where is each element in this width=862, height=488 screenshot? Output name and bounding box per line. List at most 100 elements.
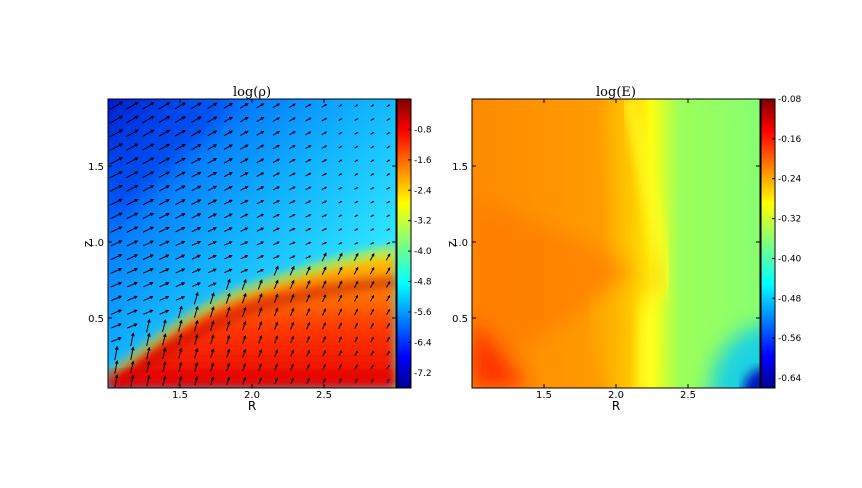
velocity-arrow-head (165, 240, 170, 244)
velocity-arrow-head (356, 187, 359, 189)
velocity-arrow-head (276, 172, 281, 176)
velocity-arrow-head (387, 350, 390, 354)
velocity-arrow (242, 363, 246, 371)
velocity-arrow-head (197, 144, 202, 148)
velocity-arrow-head (181, 144, 186, 148)
velocity-arrow-head (356, 201, 359, 203)
velocity-arrow-head (388, 173, 391, 176)
velocity-arrow-head (166, 143, 171, 148)
velocity-arrow (159, 268, 169, 274)
velocity-arrow-head (308, 214, 312, 217)
velocity-arrow-head (340, 187, 343, 189)
velocity-arrow (256, 269, 264, 273)
velocity-arrow-head (197, 213, 202, 217)
velocity-arrow (162, 334, 166, 346)
velocity-arrow (290, 308, 294, 317)
velocity-arrow-head (226, 348, 231, 353)
velocity-arrow-head (178, 361, 183, 366)
velocity-arrow-head (194, 376, 199, 380)
velocity-arrow (289, 294, 295, 303)
velocity-arrow (273, 280, 279, 290)
velocity-arrow (322, 308, 326, 316)
velocity-arrow-head (213, 268, 217, 272)
velocity-arrow-head (134, 212, 139, 217)
velocity-arrow-head (212, 282, 217, 286)
velocity-arrow-head (197, 116, 202, 120)
velocity-arrow-head (260, 144, 265, 148)
colorbar-tick-label: -0.56 (778, 334, 802, 344)
velocity-arrow-head (244, 268, 249, 272)
velocity-arrow-head (275, 307, 279, 312)
velocity-arrow (191, 171, 201, 178)
velocity-arrow (110, 268, 122, 274)
rho-y-tick-label: 1.5 (88, 162, 104, 173)
velocity-arrow-head (166, 102, 171, 106)
velocity-arrow-head (182, 102, 187, 106)
velocity-arrow-head (119, 115, 124, 119)
velocity-arrow (337, 253, 343, 262)
velocity-arrow (240, 227, 248, 232)
velocity-arrow (146, 347, 150, 360)
velocity-arrow-head (323, 322, 326, 326)
velocity-arrow-head (324, 159, 328, 162)
velocity-arrow-head (340, 118, 343, 121)
velocity-arrow-head (149, 268, 154, 272)
rho-colorbar-ticks: -0.8 -1.6 -2.4 -3.2 -4.0 -4.8 -5.6 -6.4 -7.2 (408, 125, 432, 379)
velocity-arrow-head (276, 144, 281, 148)
velocity-arrow-head (323, 294, 327, 298)
velocity-arrow-head (197, 227, 202, 231)
velocity-arrow-head (260, 172, 265, 176)
velocity-arrow-head (339, 336, 342, 340)
velocity-arrow (210, 377, 214, 386)
velocity-arrow-head (260, 200, 265, 203)
velocity-arrow-head (339, 322, 342, 326)
velocity-arrow (110, 240, 122, 247)
velocity-arrow (125, 102, 139, 110)
velocity-arrow-head (356, 214, 359, 217)
velocity-arrow (258, 321, 262, 331)
velocity-arrow-head (179, 305, 183, 310)
velocity-arrow (209, 293, 215, 305)
velocity-arrow (223, 172, 233, 178)
velocity-arrow-head (134, 268, 139, 272)
velocity-arrow-head (181, 268, 186, 272)
velocity-arrow-head (149, 282, 154, 286)
velocity-arrow-head (130, 374, 135, 379)
velocity-arrow (274, 322, 278, 330)
velocity-arrow (256, 144, 264, 150)
velocity-arrow (256, 227, 264, 232)
velocity-arrow-head (292, 241, 296, 245)
velocity-arrow-head (355, 350, 358, 354)
velocity-arrow (338, 309, 342, 316)
velocity-arrow-head (213, 116, 218, 120)
velocity-arrow (288, 103, 296, 108)
energy-y-tick-label: 0.5 (452, 314, 468, 325)
velocity-arrow-head (291, 363, 294, 367)
velocity-arrow (354, 295, 358, 302)
velocity-arrow-head (244, 158, 249, 162)
velocity-arrow (273, 294, 279, 303)
velocity-arrow-head (260, 130, 265, 134)
velocity-arrow-head (307, 335, 310, 340)
velocity-arrow (193, 306, 199, 318)
velocity-arrow (142, 240, 154, 247)
velocity-arrow-head (355, 266, 359, 271)
velocity-arrow-head (179, 319, 183, 324)
velocity-arrow-head (276, 255, 280, 258)
velocity-arrow (256, 186, 264, 191)
colorbar-tick-label: -4.8 (414, 278, 432, 288)
velocity-arrow-head (308, 200, 312, 203)
velocity-arrow-head (372, 132, 375, 134)
velocity-arrow-head (181, 227, 186, 231)
velocity-arrow (194, 320, 198, 332)
velocity-arrow-head (114, 374, 119, 379)
velocity-arrow-head (372, 159, 375, 162)
velocity-arrow (162, 376, 166, 386)
velocity-arrow-head (307, 363, 310, 367)
velocity-arrow-head (371, 322, 374, 326)
velocity-arrow-head (276, 214, 280, 217)
velocity-arrow (256, 117, 264, 123)
velocity-arrow-head (324, 104, 328, 107)
velocity-arrow (178, 348, 182, 359)
velocity-arrow-head (387, 253, 391, 257)
